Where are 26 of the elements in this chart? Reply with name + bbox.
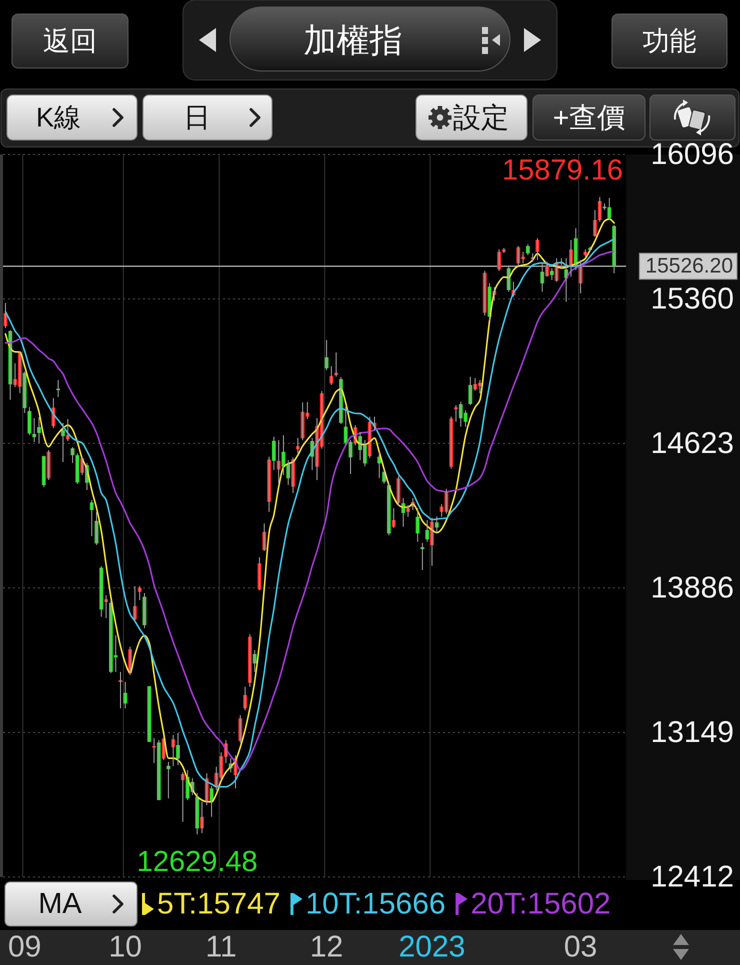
text: K線 xyxy=(36,102,82,132)
y-tick-label: 12412 xyxy=(650,860,734,894)
text: 返回 xyxy=(43,26,97,56)
x-tick-label: 03 xyxy=(564,930,598,964)
y-tick-label: 13149 xyxy=(650,716,734,749)
text: 日 xyxy=(184,102,210,132)
y-tick-label: 16096 xyxy=(650,138,734,171)
annotation: 12629.48 xyxy=(136,846,258,878)
legend-label: 20T:15602 xyxy=(470,888,611,920)
y-tick-label: 14623 xyxy=(650,426,734,460)
legend-label: 10T:15666 xyxy=(305,888,446,920)
x-tick-label: 2023 xyxy=(398,930,466,964)
ref-line-label: 15526.20 xyxy=(645,254,733,278)
y-tick-label: 13886 xyxy=(650,571,734,604)
chart-title: 加權指 xyxy=(304,22,402,58)
legend-label: 5T:15747 xyxy=(157,888,280,920)
y-tick-label: 15360 xyxy=(650,282,734,316)
x-tick-label: 12 xyxy=(310,930,344,964)
text: +查價 xyxy=(552,102,626,133)
text: 設定 xyxy=(453,102,509,133)
x-tick-label: 10 xyxy=(108,930,142,964)
annotation: 15879.16 xyxy=(502,154,623,186)
text: 功能 xyxy=(642,26,696,56)
legend-title: MA xyxy=(38,888,82,920)
x-tick-label: 09 xyxy=(8,930,42,964)
x-tick-label: 11 xyxy=(206,930,237,964)
